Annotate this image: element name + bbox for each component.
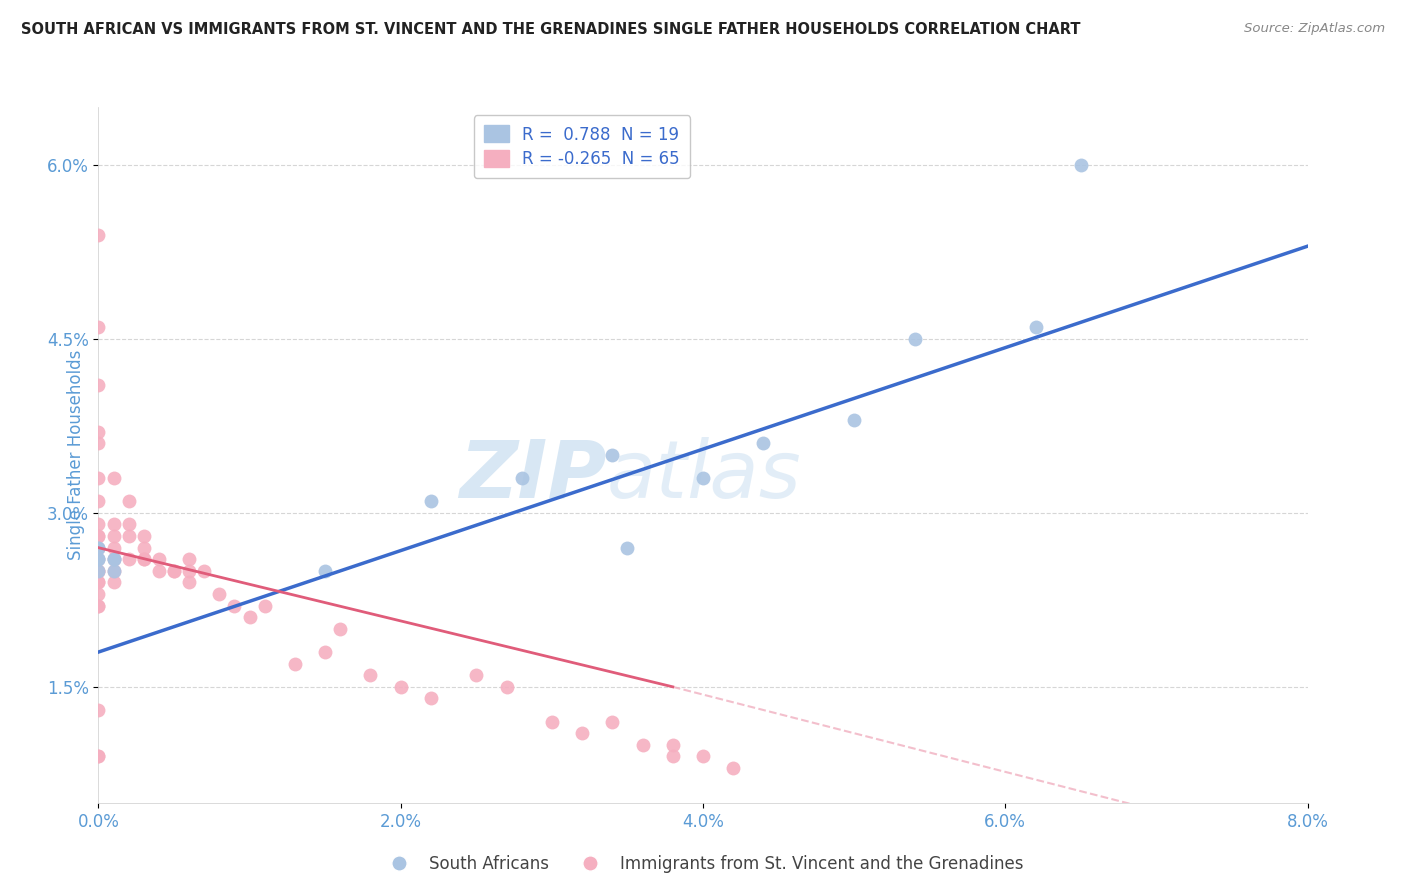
Point	[103, 517, 125, 532]
Point	[87, 541, 110, 555]
Point	[87, 552, 110, 566]
Point	[420, 494, 443, 508]
Point	[616, 541, 638, 555]
Point	[132, 552, 155, 566]
Point	[179, 564, 201, 578]
Point	[1025, 320, 1047, 334]
Point	[87, 564, 110, 578]
Point	[103, 564, 125, 578]
Point	[510, 471, 533, 485]
Point	[87, 227, 110, 242]
Point	[103, 471, 125, 485]
Point	[692, 471, 714, 485]
Point	[87, 587, 110, 601]
Point	[118, 552, 141, 566]
Point	[148, 564, 170, 578]
Legend: South Africans, Immigrants from St. Vincent and the Grenadines: South Africans, Immigrants from St. Vinc…	[375, 848, 1031, 880]
Point	[87, 529, 110, 543]
Point	[87, 552, 110, 566]
Text: atlas: atlas	[606, 437, 801, 515]
Point	[540, 714, 562, 729]
Point	[571, 726, 593, 740]
Legend: R =  0.788  N = 19, R = -0.265  N = 65: R = 0.788 N = 19, R = -0.265 N = 65	[474, 115, 690, 178]
Point	[723, 761, 745, 775]
Point	[118, 494, 141, 508]
Point	[389, 680, 412, 694]
Point	[224, 599, 246, 613]
Point	[103, 575, 125, 590]
Point	[87, 494, 110, 508]
Point	[661, 738, 683, 752]
Point	[179, 552, 201, 566]
Point	[87, 575, 110, 590]
Text: Source: ZipAtlas.com: Source: ZipAtlas.com	[1244, 22, 1385, 36]
Point	[314, 564, 336, 578]
Point	[284, 657, 307, 671]
Point	[904, 332, 927, 346]
Point	[87, 436, 110, 450]
Text: ZIP: ZIP	[458, 437, 606, 515]
Point	[87, 599, 110, 613]
Point	[103, 552, 125, 566]
Point	[87, 378, 110, 392]
Point	[87, 517, 110, 532]
Point	[87, 552, 110, 566]
Point	[87, 529, 110, 543]
Point	[103, 541, 125, 555]
Point	[420, 691, 443, 706]
Point	[208, 587, 231, 601]
Point	[87, 703, 110, 717]
Point	[1070, 158, 1092, 172]
Point	[87, 320, 110, 334]
Point	[87, 564, 110, 578]
Point	[87, 425, 110, 439]
Point	[103, 564, 125, 578]
Point	[179, 575, 201, 590]
Point	[495, 680, 517, 694]
Point	[661, 749, 683, 764]
Point	[253, 599, 276, 613]
Point	[132, 552, 155, 566]
Point	[631, 738, 654, 752]
Point	[314, 645, 336, 659]
Point	[752, 436, 775, 450]
Point	[360, 668, 382, 682]
Point	[87, 471, 110, 485]
Point	[239, 610, 262, 624]
Point	[132, 529, 155, 543]
Point	[103, 552, 125, 566]
Point	[692, 749, 714, 764]
Point	[87, 541, 110, 555]
Point	[602, 448, 624, 462]
Point	[148, 552, 170, 566]
Point	[163, 564, 186, 578]
Point	[118, 517, 141, 532]
Point	[103, 529, 125, 543]
Point	[87, 599, 110, 613]
Point	[87, 564, 110, 578]
Point	[87, 575, 110, 590]
Point	[465, 668, 488, 682]
Point	[132, 541, 155, 555]
Point	[87, 749, 110, 764]
Point	[844, 413, 866, 427]
Text: SOUTH AFRICAN VS IMMIGRANTS FROM ST. VINCENT AND THE GRENADINES SINGLE FATHER HO: SOUTH AFRICAN VS IMMIGRANTS FROM ST. VIN…	[21, 22, 1081, 37]
Point	[193, 564, 215, 578]
Point	[163, 564, 186, 578]
Point	[329, 622, 352, 636]
Point	[602, 714, 624, 729]
Point	[87, 749, 110, 764]
Point	[87, 541, 110, 555]
Y-axis label: Single Father Households: Single Father Households	[66, 350, 84, 560]
Point	[103, 552, 125, 566]
Point	[118, 529, 141, 543]
